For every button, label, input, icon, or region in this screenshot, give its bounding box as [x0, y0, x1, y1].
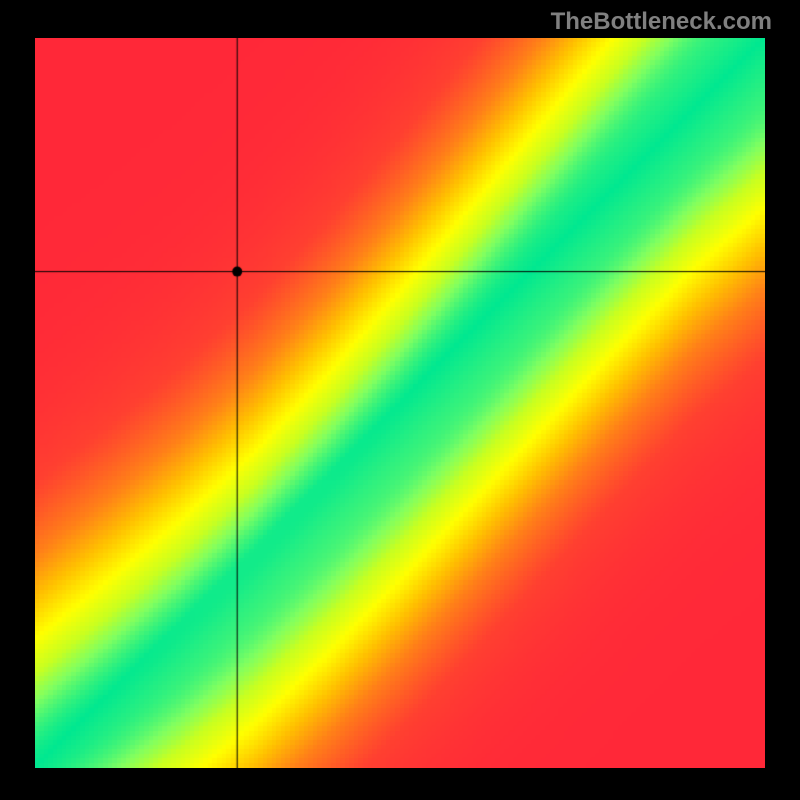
bottleneck-heatmap — [35, 38, 765, 768]
chart-container: TheBottleneck.com — [0, 0, 800, 800]
watermark-text: TheBottleneck.com — [551, 8, 772, 36]
